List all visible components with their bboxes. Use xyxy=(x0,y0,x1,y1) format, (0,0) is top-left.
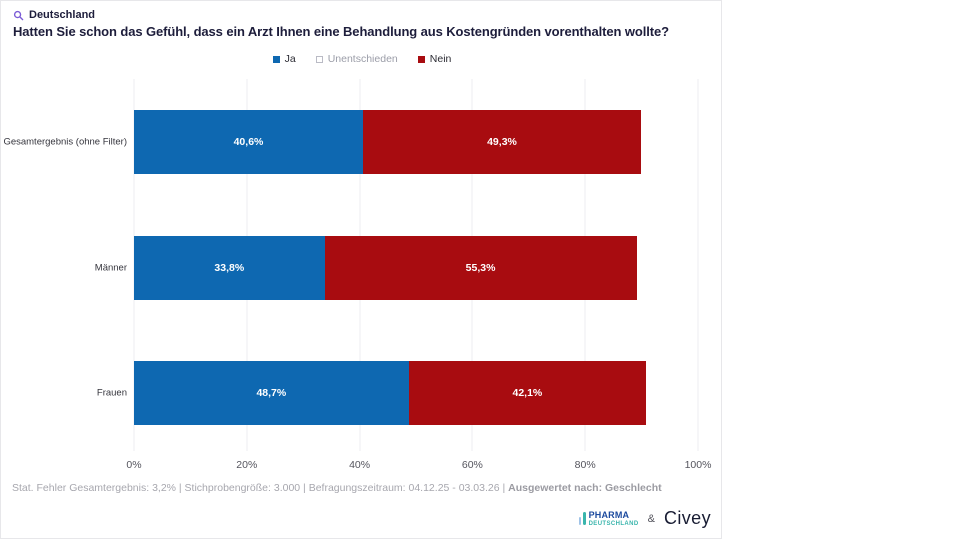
bar-row: Männer 33,8% 55,3% xyxy=(95,235,698,300)
bar-row: Frauen 48,7% 42,1% xyxy=(97,361,698,425)
search-icon xyxy=(13,10,24,20)
legend-label: Nein xyxy=(429,53,452,65)
x-tick-label: 60% xyxy=(461,459,483,471)
bar-row: Gesamtergebnis (ohne Filter) 40,6% 49,3% xyxy=(3,110,698,174)
pharma-logo-line1: PHARMA xyxy=(588,509,630,520)
category-label: Frauen xyxy=(96,387,127,399)
footer-stats-text: Stat. Fehler Gesamtergebnis: 3,2% | Stic… xyxy=(12,482,509,494)
x-tick-label: 0% xyxy=(126,459,142,471)
bar-value-label: 33,8% xyxy=(214,261,245,274)
civey-logo: Civey xyxy=(663,508,711,528)
bar-segment-ja[interactable]: 48,7% xyxy=(134,361,409,425)
bar-segment-nein[interactable]: 49,3% xyxy=(362,110,642,174)
legend-label: Ja xyxy=(284,53,296,65)
legend-marker-unentschieden xyxy=(315,55,323,63)
legend: Ja Unentschieden Nein xyxy=(1,53,723,65)
footer-evaluated-text: Ausgewertet nach: Geschlecht xyxy=(508,482,662,494)
bar-segment-ja[interactable]: 40,6% xyxy=(134,110,363,174)
bar-value-label: 40,6% xyxy=(233,136,264,148)
legend-label: Unentschieden xyxy=(327,53,398,65)
branding: PHARMA DEUTSCHLAND & Civey xyxy=(578,508,711,529)
chart-card: Deutschland Hatten Sie schon das Gefühl,… xyxy=(0,0,722,539)
region-selector[interactable]: Deutschland xyxy=(13,9,95,21)
bar-value-label: 42,1% xyxy=(512,387,543,399)
x-tick-label: 20% xyxy=(236,459,258,471)
legend-item-ja[interactable]: Ja xyxy=(272,53,296,65)
pharma-deutschland-logo: PHARMA DEUTSCHLAND xyxy=(578,509,639,527)
ampersand: & xyxy=(647,512,655,525)
pharma-bars-icon xyxy=(578,512,586,525)
bar-value-label: 49,3% xyxy=(487,136,517,148)
legend-item-nein[interactable]: Nein xyxy=(417,53,452,65)
category-label: Gesamtergebnis (ohne Filter) xyxy=(3,136,127,148)
legend-marker-ja xyxy=(272,55,280,63)
chart-title: Hatten Sie schon das Gefühl, dass ein Ar… xyxy=(13,24,669,39)
footer-stats: Stat. Fehler Gesamtergebnis: 3,2% | Stic… xyxy=(12,482,662,494)
region-label: Deutschland xyxy=(29,9,96,21)
x-tick-label: 80% xyxy=(574,459,596,471)
legend-item-unentschieden[interactable]: Unentschieden xyxy=(315,53,398,65)
bar-segment-nein[interactable]: 42,1% xyxy=(408,361,647,425)
plot-area: 0% 20% 40% 60% 80% 100% Gesamtergebnis (ohne F… xyxy=(3,79,711,471)
x-tick-label: 40% xyxy=(349,459,371,471)
bar-value-label: 48,7% xyxy=(256,387,287,399)
legend-marker-nein xyxy=(417,55,425,63)
gridline xyxy=(697,79,699,451)
category-label: Männer xyxy=(94,262,127,273)
bar-segment-ja[interactable]: 33,8% xyxy=(134,235,325,300)
bar-value-label: 55,3% xyxy=(465,261,496,274)
pharma-logo-line2: DEUTSCHLAND xyxy=(588,520,639,527)
x-tick-label: 100% xyxy=(684,459,712,471)
bar-segment-nein[interactable]: 55,3% xyxy=(324,235,637,300)
